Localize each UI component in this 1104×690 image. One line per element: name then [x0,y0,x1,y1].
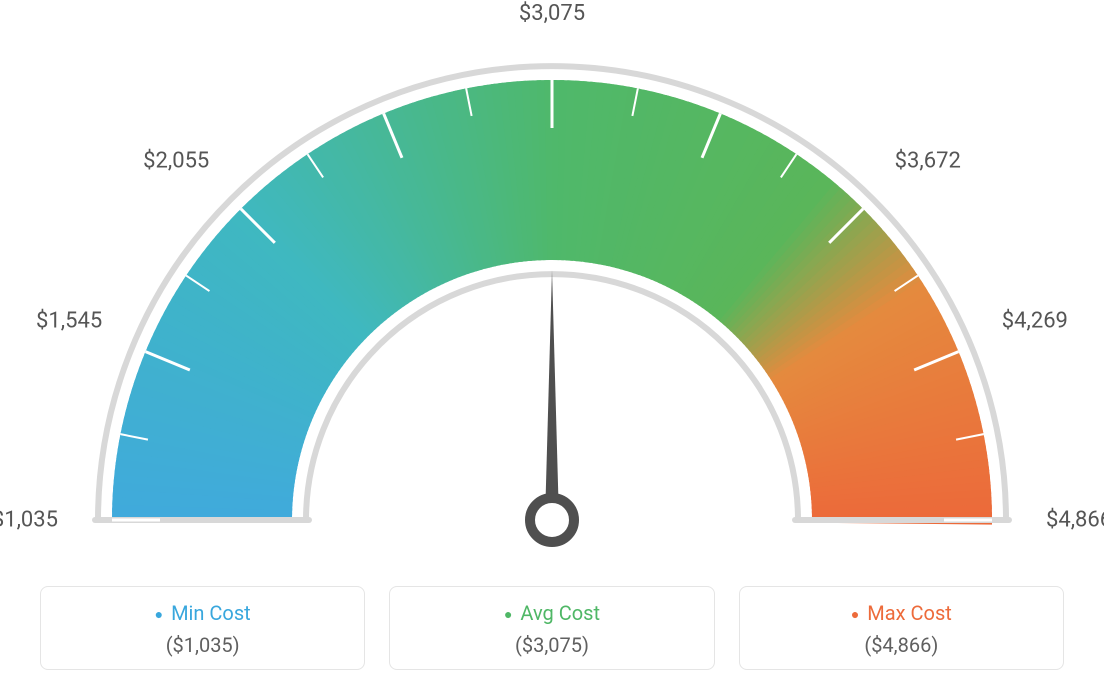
legend-row: Min Cost ($1,035) Avg Cost ($3,075) Max … [40,586,1064,670]
gauge-tick-label: $1,035 [0,508,58,533]
legend-avg-label: Avg Cost [400,601,703,625]
legend-min-value: ($1,035) [51,633,354,657]
gauge-tick-label: $4,269 [1002,308,1068,333]
gauge-tick-label: $3,075 [519,1,585,26]
gauge-chart [32,20,1072,580]
legend-card-max: Max Cost ($4,866) [739,586,1064,670]
gauge-tick-label: $2,055 [143,148,209,173]
gauge-tick-label: $4,866 [1046,508,1104,533]
legend-min-label: Min Cost [51,601,354,625]
legend-card-avg: Avg Cost ($3,075) [389,586,714,670]
legend-card-min: Min Cost ($1,035) [40,586,365,670]
legend-max-label: Max Cost [750,601,1053,625]
legend-max-value: ($4,866) [750,633,1053,657]
legend-avg-value: ($3,075) [400,633,703,657]
gauge-container: $1,035 $1,545 $2,055 $3,075 $3,672 $4,269 $4,8… [0,0,1104,560]
gauge-tick-label: $3,672 [895,148,961,173]
gauge-tick-label: $1,545 [36,308,102,333]
